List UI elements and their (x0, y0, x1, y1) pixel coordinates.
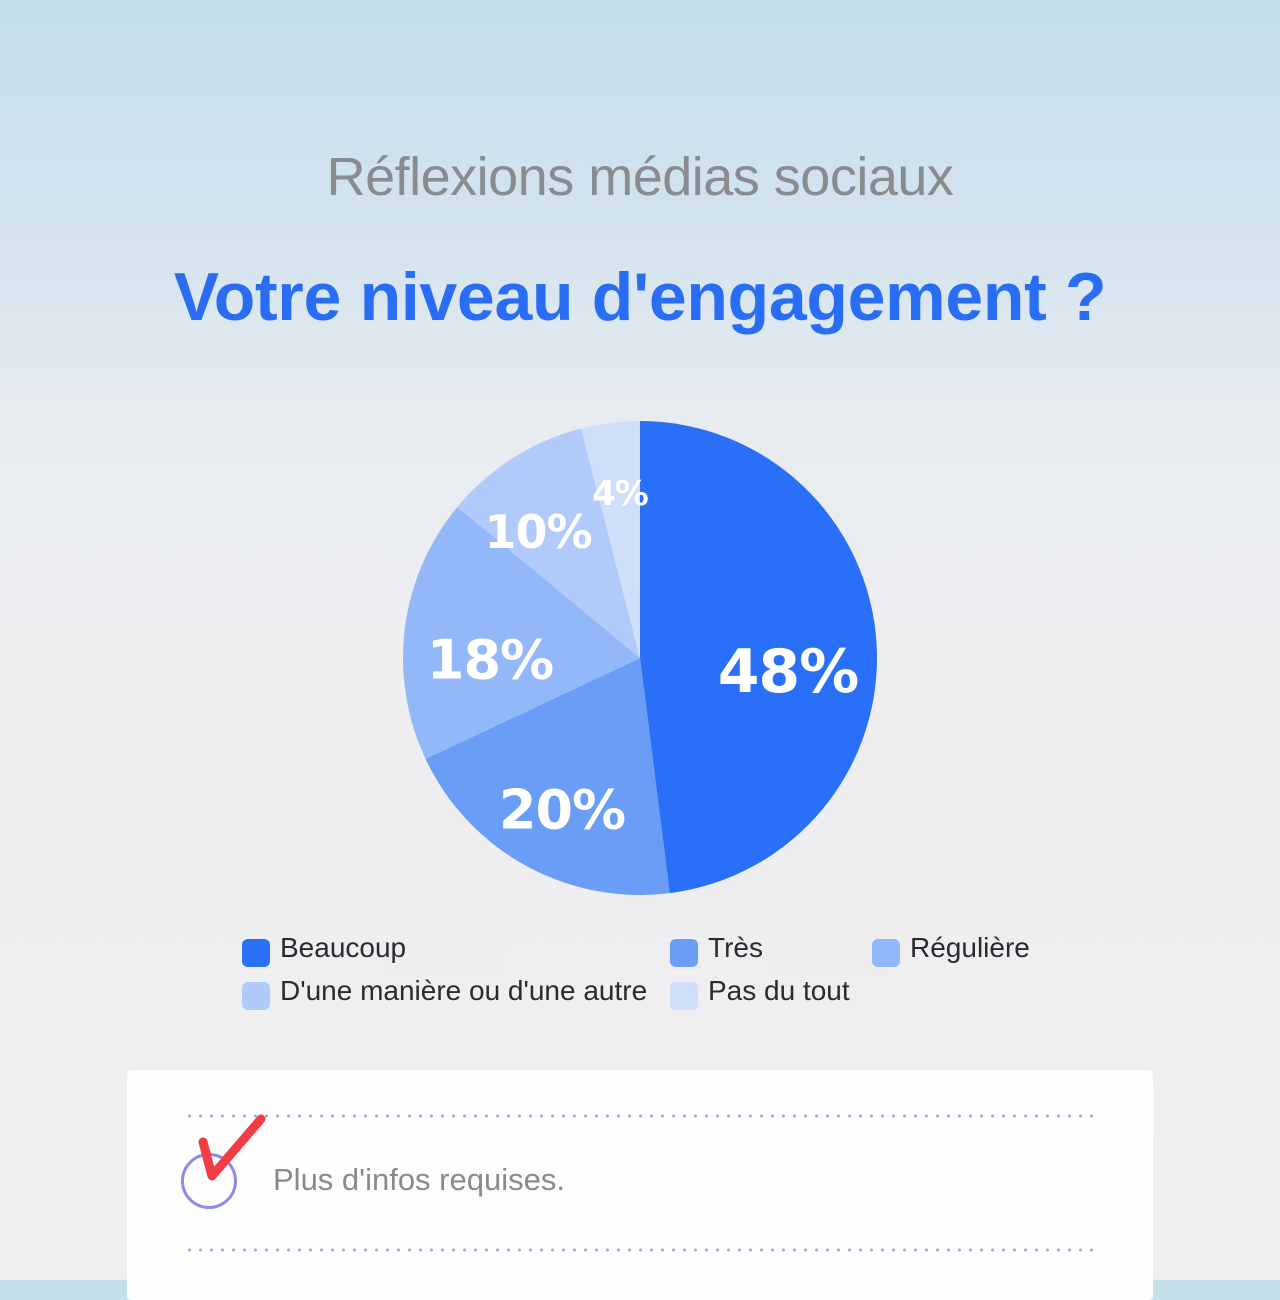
info-card: Plus d'infos requises. (127, 1070, 1153, 1300)
pie-slice (457, 428, 640, 658)
legend-item-beaucoup: Beaucoup (242, 928, 406, 968)
pie-slice (581, 421, 640, 658)
legend-item-reguliere: Régulière (872, 928, 1030, 968)
legend-swatch (242, 939, 270, 967)
pie-slice-label: 20% (498, 778, 626, 842)
legend-label: D'une manière ou d'une autre (280, 975, 648, 1006)
chart-legend: Beaucoup Très Régulière D'une manière ou… (242, 928, 1062, 1018)
pie-chart-graphic (403, 421, 877, 895)
checkmark-icon (198, 1114, 266, 1181)
dotted-divider-bottom (184, 1248, 1094, 1252)
pie-slice-label: 18% (426, 628, 554, 692)
page-subtitle: Réflexions médias sociaux (326, 147, 954, 207)
page-title: Votre niveau d'engagement ? (173, 259, 1107, 335)
legend-swatch (670, 982, 698, 1010)
legend-label: Régulière (910, 932, 1030, 963)
pie-slice (425, 658, 670, 895)
pie-chart (403, 421, 877, 895)
legend-label: Beaucoup (280, 932, 407, 963)
legend-item-tres: Très (670, 928, 763, 968)
legend-item-pas-du-tout: Pas du tout (670, 971, 850, 1011)
pie-slice (640, 421, 877, 894)
legend-item-dune-maniere: D'une manière ou d'une autre (242, 971, 647, 1011)
dotted-divider-top (184, 1114, 1094, 1118)
pie-slice (403, 506, 640, 759)
pie-slice-label: 4% (592, 474, 649, 514)
legend-swatch (872, 939, 900, 967)
legend-label: Très (708, 932, 763, 963)
card-message: Plus d'infos requises. (273, 1162, 565, 1197)
pie-slice-label: 10% (484, 505, 592, 559)
pie-slice-label: 48% (717, 637, 860, 707)
legend-swatch (242, 982, 270, 1010)
legend-swatch (670, 939, 698, 967)
legend-label: Pas du tout (708, 975, 850, 1006)
